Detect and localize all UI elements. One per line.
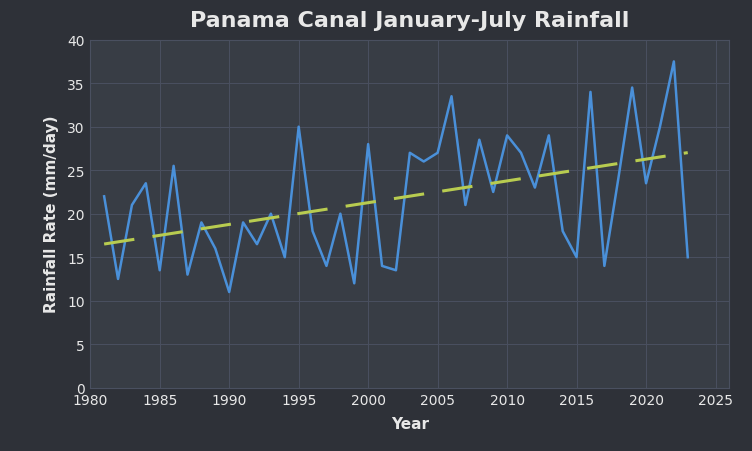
Title: Panama Canal January-July Rainfall: Panama Canal January-July Rainfall — [190, 11, 629, 31]
Y-axis label: Rainfall Rate (mm/day): Rainfall Rate (mm/day) — [44, 116, 59, 313]
X-axis label: Year: Year — [391, 416, 429, 431]
